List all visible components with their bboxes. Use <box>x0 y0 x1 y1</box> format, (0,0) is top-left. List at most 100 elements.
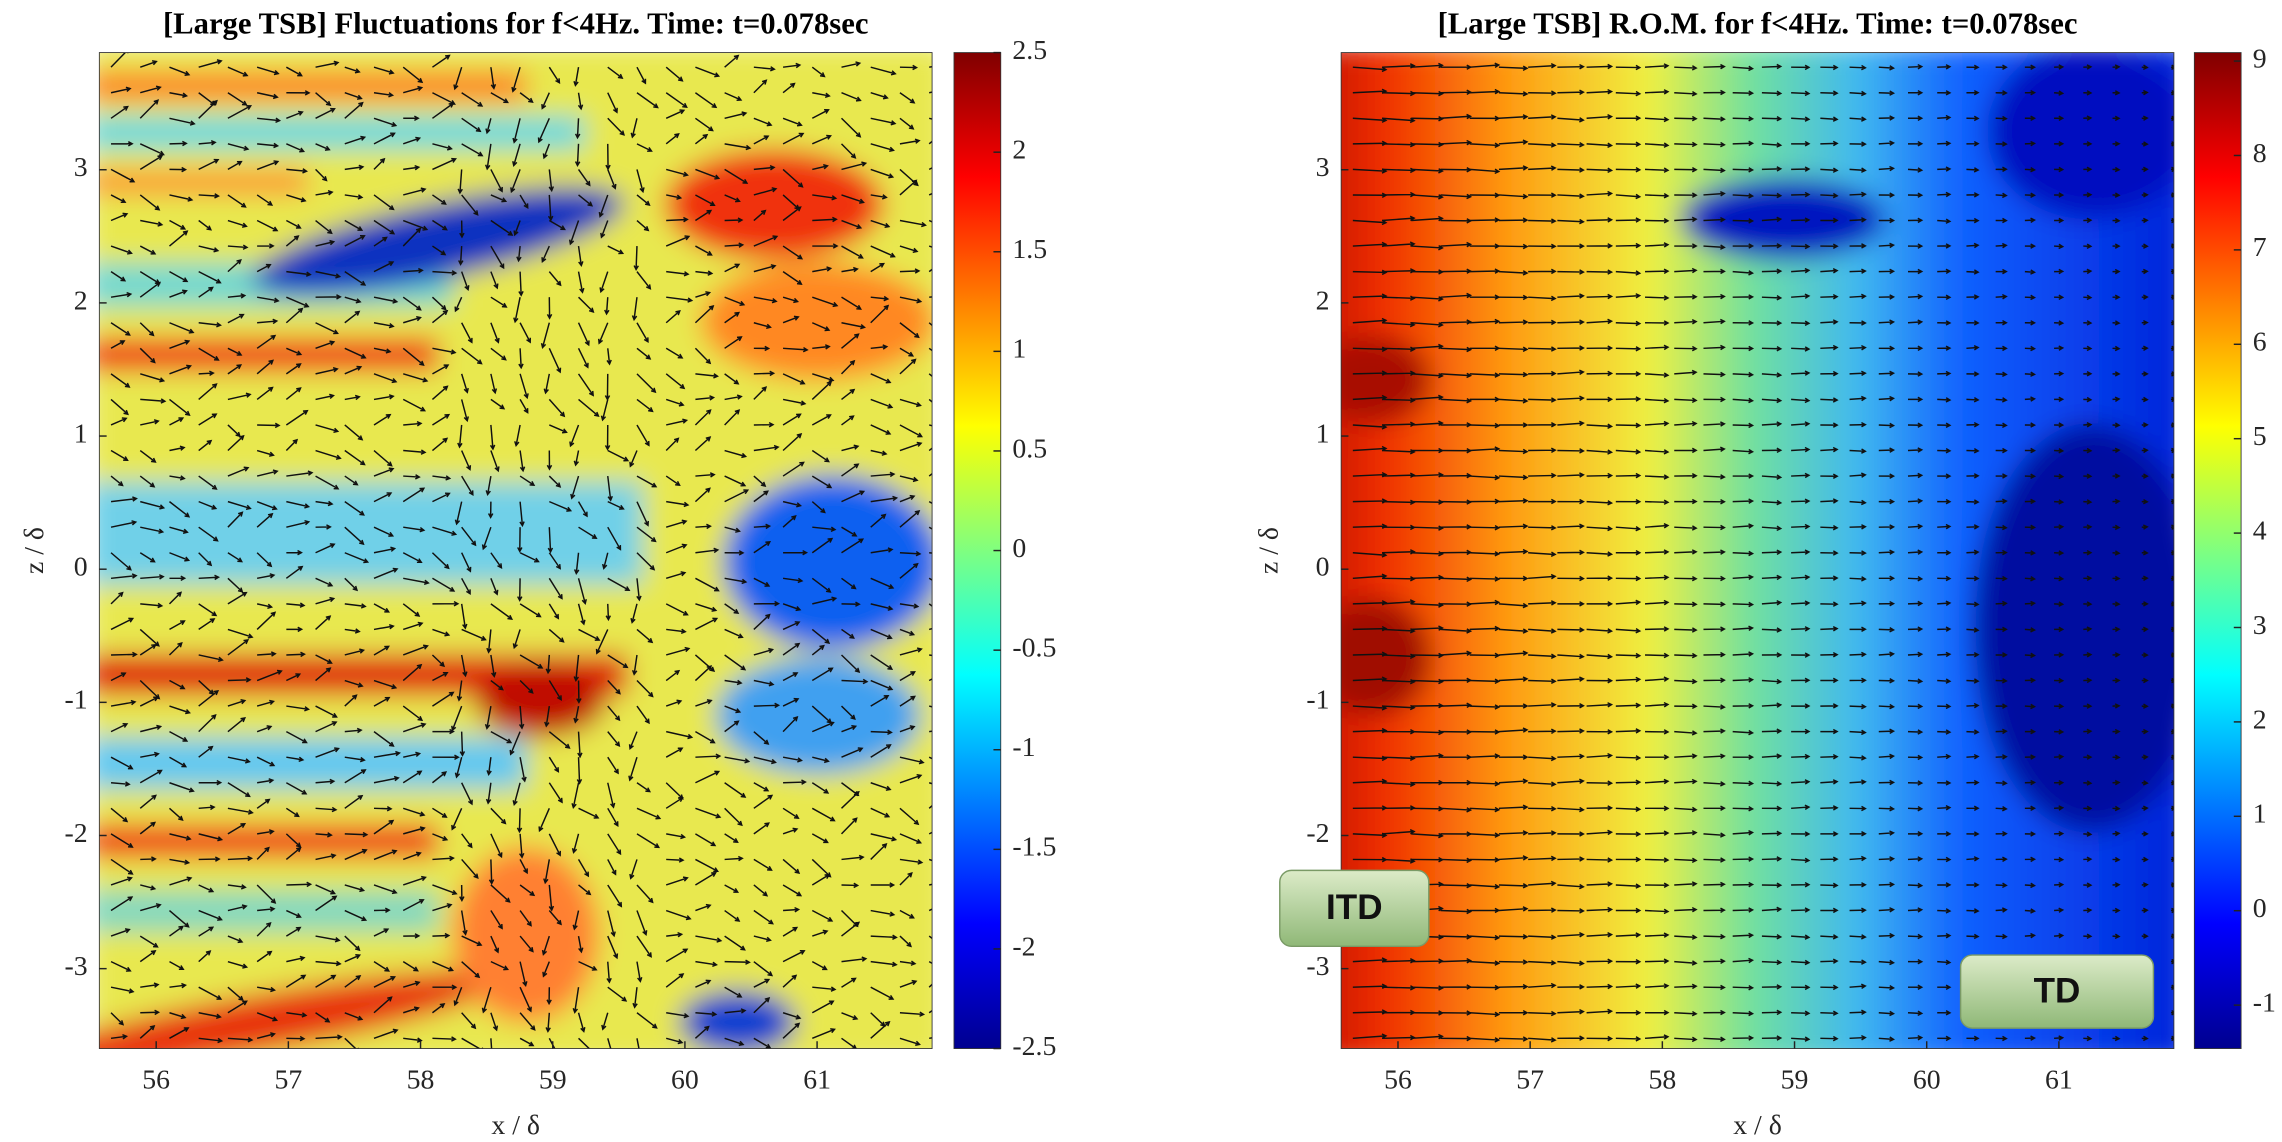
y-tick-label: -2 <box>65 818 88 849</box>
quiver-arrow <box>1469 576 1501 582</box>
quiver-arrow <box>1732 829 1755 836</box>
quiver-arrow <box>402 296 422 311</box>
quiver-arrow <box>1791 166 1811 172</box>
colorbar-tick-label: 7 <box>2253 232 2267 263</box>
quiver-arrow <box>1849 524 1867 530</box>
quiver-arrow <box>2024 140 2036 147</box>
field-region <box>679 990 797 1049</box>
quiver-arrow <box>169 166 188 173</box>
quiver-arrow <box>753 613 771 630</box>
quiver-arrow <box>695 770 721 784</box>
quiver-arrow <box>139 245 157 255</box>
quiver-arrow <box>541 245 550 263</box>
quiver-arrow <box>1907 754 1924 761</box>
quiver-arrow <box>2024 447 2037 454</box>
quiver-arrow <box>753 296 778 304</box>
quiver-arrow <box>512 782 521 807</box>
quiver-arrow <box>2170 933 2174 939</box>
quiver-arrow <box>1644 549 1670 555</box>
quiver-arrow <box>841 956 868 963</box>
quiver-arrow <box>1586 752 1614 759</box>
quiver-arrow <box>1849 550 1867 556</box>
quiver-arrow <box>1820 243 1839 249</box>
quiver-arrow <box>1528 114 1557 120</box>
quiver-arrow <box>2112 907 2121 914</box>
quiver-arrow <box>139 950 157 963</box>
quiver-arrow <box>753 490 769 503</box>
quiver-arrow <box>1644 676 1670 682</box>
quiver-arrow <box>344 164 365 171</box>
quiver-arrow <box>2083 831 2093 837</box>
quiver-arrow <box>782 132 805 145</box>
quiver-arrow <box>666 1012 690 1019</box>
quiver-arrow <box>2170 64 2174 70</box>
quiver-arrow <box>1498 398 1529 404</box>
quiver-arrow <box>344 975 362 988</box>
quiver-arrow <box>724 986 743 998</box>
quiver-arrow <box>1849 217 1867 223</box>
quiver-arrow <box>1849 268 1867 274</box>
quiver-arrow <box>2054 881 2065 888</box>
quiver-arrow <box>2054 805 2065 811</box>
quiver-arrow <box>1937 294 1952 301</box>
quiver-arrow <box>2024 677 2037 684</box>
quiver-arrow <box>636 398 654 413</box>
quiver-arrow <box>2024 703 2036 710</box>
quiver-arrow <box>1615 676 1642 683</box>
quiver-arrow <box>1586 88 1614 95</box>
quiver-arrow <box>1703 89 1726 96</box>
quiver-arrow <box>1791 857 1811 864</box>
quiver-arrow <box>1732 523 1755 529</box>
quiver-arrow <box>573 705 580 724</box>
quiver-arrow <box>1498 371 1529 378</box>
quiver-arrow <box>1703 63 1726 70</box>
quiver-arrow <box>1849 167 1867 173</box>
quiver-arrow <box>169 1012 187 1020</box>
quiver-arrow <box>1995 498 2008 504</box>
quiver-arrow <box>451 808 463 831</box>
quiver-arrow <box>899 1011 926 1017</box>
quiver-arrow <box>841 747 864 758</box>
quiver-arrow <box>2170 115 2174 122</box>
quiver-arrow <box>512 118 521 144</box>
quiver-arrow <box>607 475 613 502</box>
quiver-arrow <box>666 418 689 426</box>
quiver-arrow <box>2054 907 2065 913</box>
quiver-arrow <box>1937 882 1952 888</box>
quiver-arrow <box>403 421 423 427</box>
quiver-arrow <box>519 501 525 528</box>
quiver-arrow <box>724 489 750 503</box>
quiver-arrow <box>1557 883 1585 890</box>
quiver-arrow <box>517 527 523 553</box>
quiver-arrow <box>1615 599 1642 606</box>
quiver-arrow <box>373 907 391 913</box>
quiver-arrow <box>899 424 923 438</box>
quiver-arrow <box>2024 320 2037 326</box>
quiver-arrow <box>1907 907 1924 913</box>
quiver-arrow <box>1791 141 1811 147</box>
quiver-arrow <box>1469 142 1501 148</box>
quiver-arrow <box>1966 856 1980 862</box>
quiver-arrow <box>783 549 809 556</box>
quiver-arrow <box>169 92 189 98</box>
quiver-arrow <box>753 577 771 587</box>
quiver-arrow <box>1732 115 1755 122</box>
quiver-arrow <box>454 296 463 313</box>
quiver-arrow <box>1732 448 1755 455</box>
quiver-arrow <box>899 441 923 452</box>
quiver-arrow <box>2170 1035 2174 1042</box>
quiver-arrow <box>870 168 895 179</box>
quiver-arrow <box>571 782 580 809</box>
quiver-arrow <box>1937 932 1952 939</box>
quiver-arrow <box>1878 524 1896 530</box>
quiver-arrow <box>1966 397 1980 403</box>
quiver-arrow <box>1498 474 1529 481</box>
quiver-arrow <box>665 543 688 554</box>
quiver-arrow <box>694 409 712 426</box>
quiver-arrow <box>1820 1010 1839 1016</box>
quiver-arrow <box>1440 372 1473 379</box>
quiver-arrow <box>227 717 247 733</box>
x-tick-label: 58 <box>407 1065 435 1096</box>
quiver-arrow <box>2141 652 2149 658</box>
quiver-arrow <box>285 846 302 860</box>
